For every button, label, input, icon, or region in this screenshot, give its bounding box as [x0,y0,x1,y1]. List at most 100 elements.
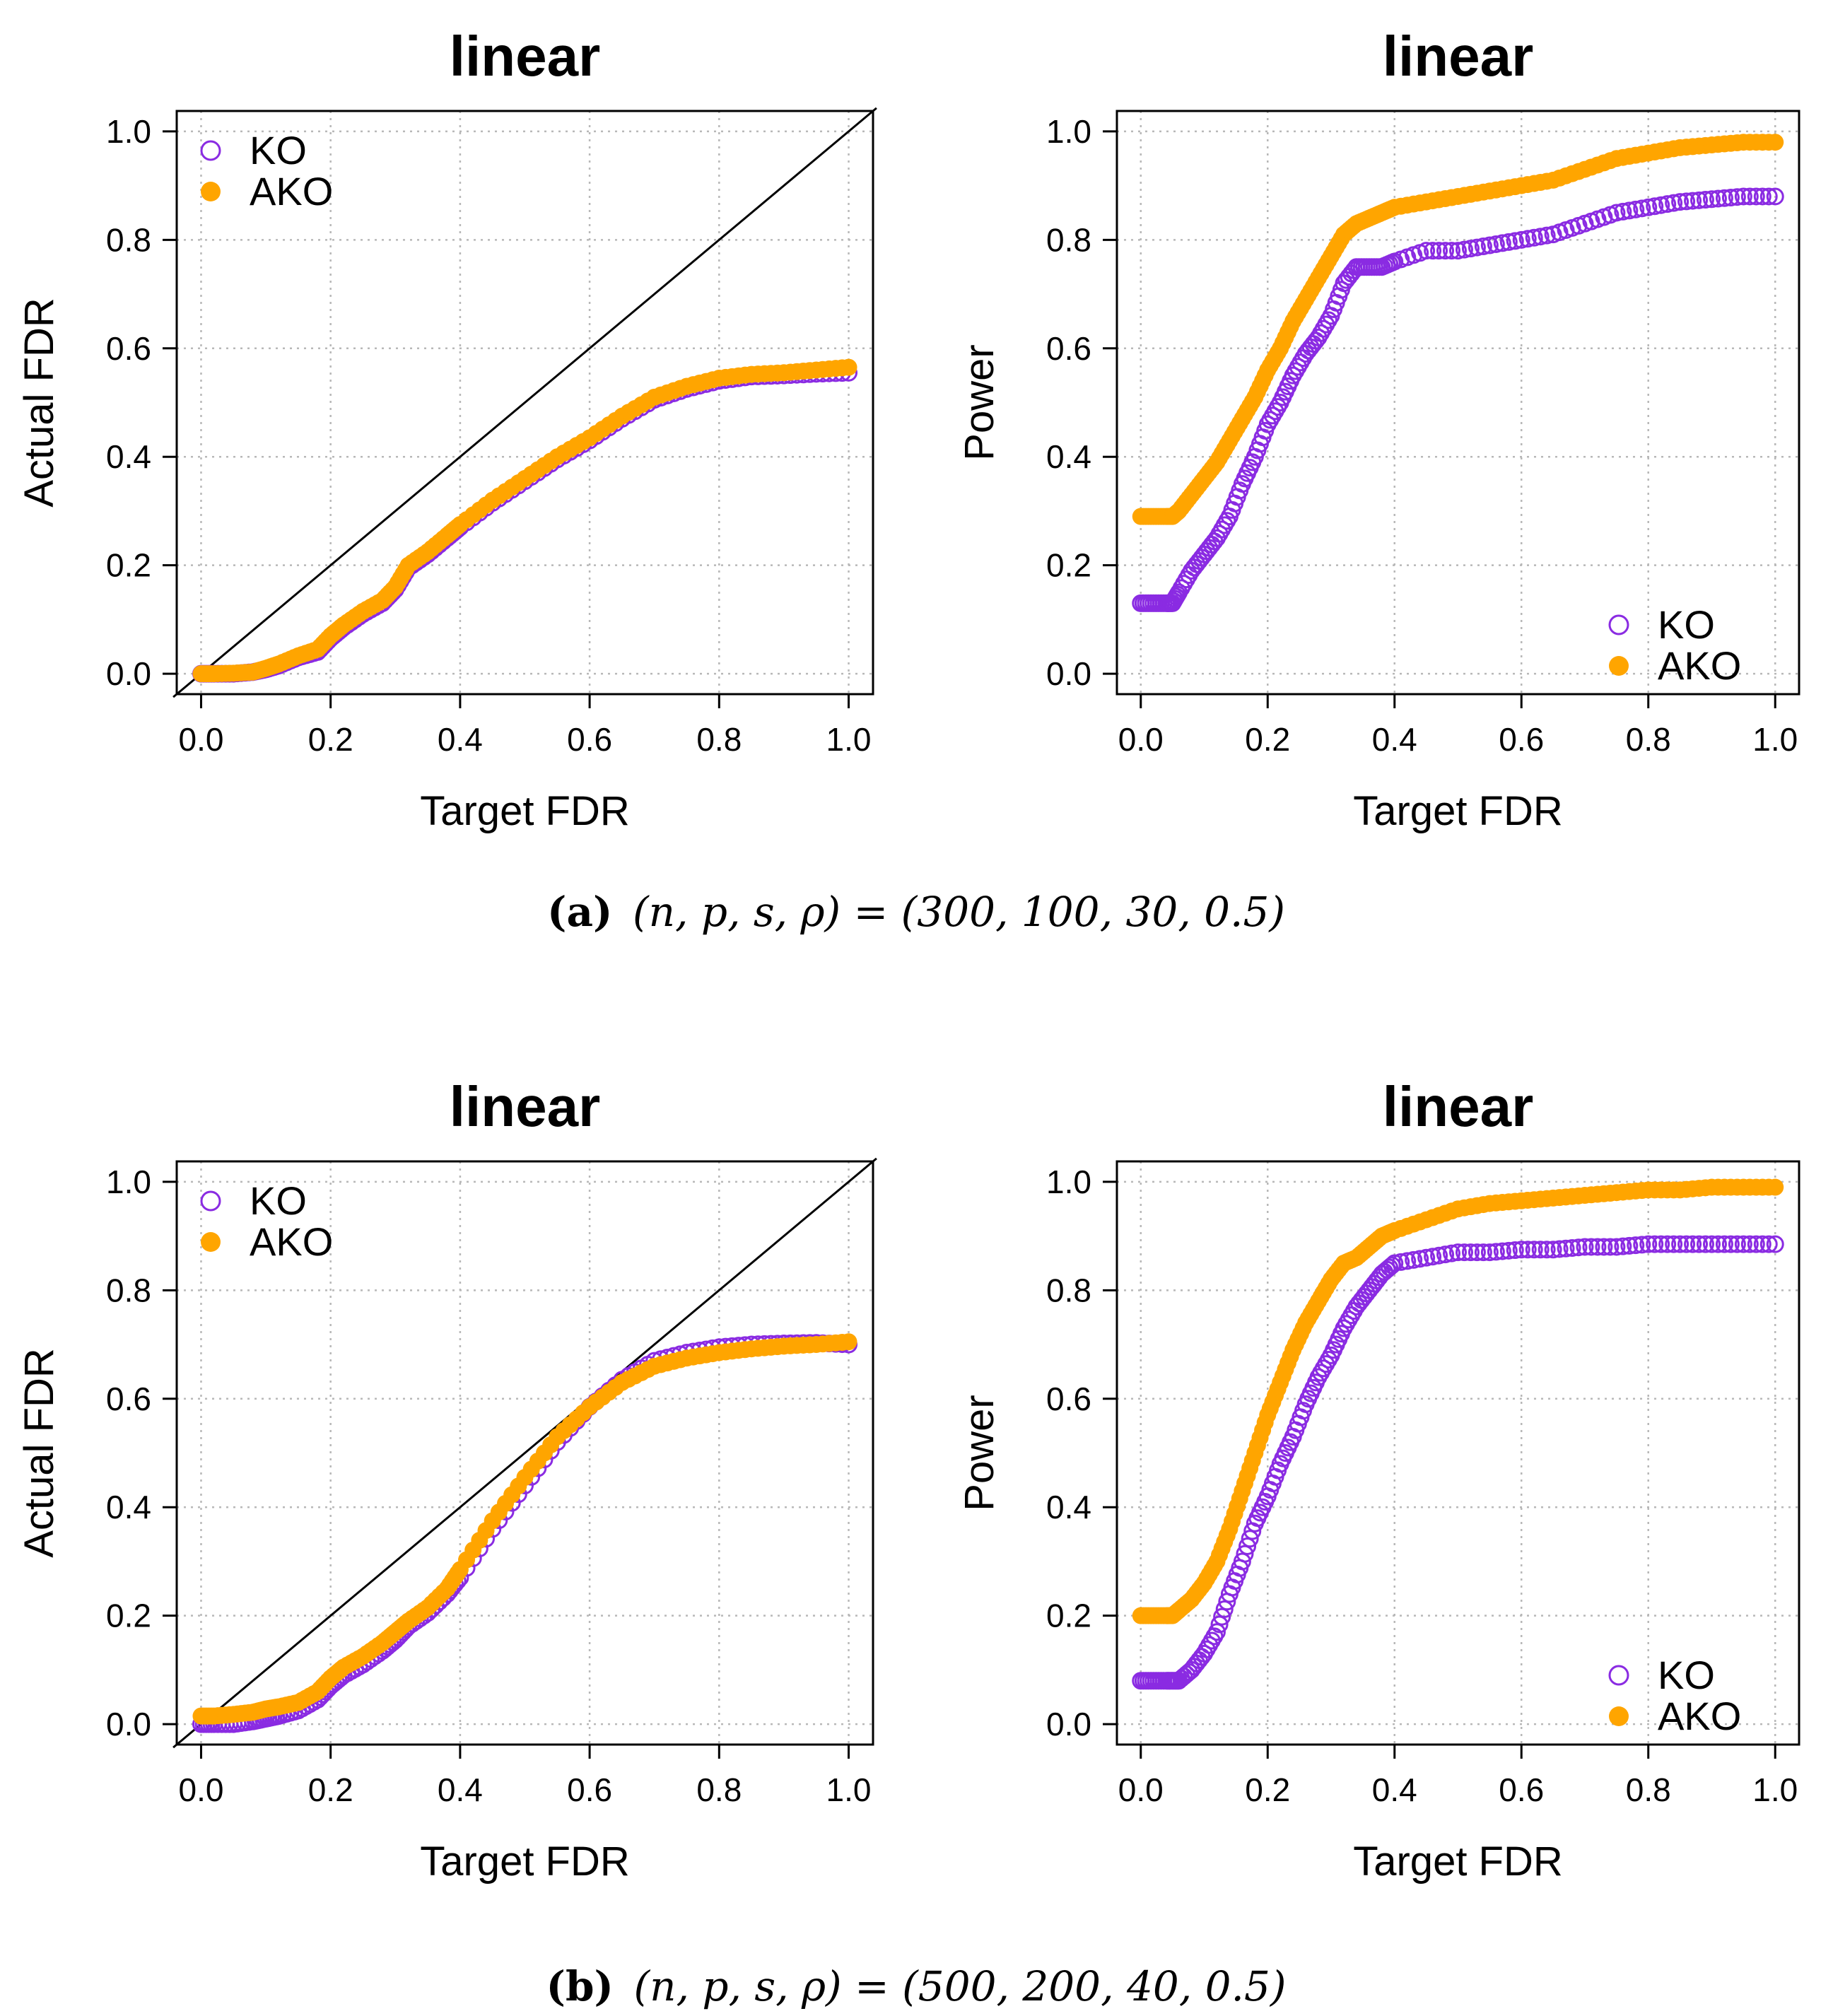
x-tick-label: 0.2 [1245,1771,1290,1808]
point-ko [1233,1552,1251,1571]
point-ko [1627,1236,1645,1255]
point-ko [1697,191,1715,209]
point-ko [1443,242,1461,260]
diagonal-line [172,107,877,698]
series-ko [192,1334,858,1733]
point-ko [1480,1243,1499,1262]
point-ko [1671,193,1689,211]
point-ko [1461,240,1480,258]
point-ko [1633,1236,1651,1254]
series-ko [1132,1235,1784,1690]
x-tick-label: 1.0 [1752,1771,1798,1808]
x-tick-label: 0.6 [1499,1771,1544,1808]
point-ko [1582,1238,1600,1256]
point-ko [1538,226,1556,245]
point-ko [1639,198,1658,216]
point-ko [1493,1242,1511,1260]
point-ko [1601,1238,1620,1256]
point-ko [1518,1241,1537,1259]
point-ko [1665,194,1683,212]
plot-frame [175,110,874,696]
y-tick-label: 0.6 [106,330,151,367]
chart-title: linear [450,25,600,88]
y-axis-label: Power [956,1395,1002,1511]
legend-marker-ako [1609,656,1629,676]
point-ko [1684,1235,1702,1253]
diagonal-line [172,1157,877,1749]
x-tick-label: 0.0 [178,1771,223,1808]
legend-marker-ko [200,1190,221,1212]
point-ako [1767,1178,1784,1196]
chart-b-fdr: 0.0 0.2 0.4 0.6 0.8 1.0 0.0 0.2 0.4 0.6 0.8 1.0 line… [16,1075,877,1885]
point-ko [1633,199,1651,218]
y-tick-label: 0.8 [1046,1272,1091,1308]
x-tick-label: 0.6 [1499,721,1544,758]
y-tick-label: 0.0 [1046,1706,1091,1742]
point-ko [1721,1235,1740,1253]
x-tick-label: 0.0 [1118,721,1164,758]
point-ko [1424,1248,1442,1266]
point-ko [1652,196,1670,214]
x-tick-label: 0.2 [308,721,353,758]
point-ko [1690,1235,1709,1253]
point-ko [1721,188,1740,206]
point-ko [1392,1253,1410,1271]
point-ko [1544,1241,1562,1259]
y-tick-label: 0.8 [106,1272,151,1308]
x-tick-label: 0.4 [1372,1771,1417,1808]
plot-frame [1115,110,1800,696]
point-ko [1241,1530,1259,1548]
y-tick-label: 0.2 [1046,547,1091,584]
x-tick-label: 0.2 [308,1771,353,1808]
series-ko [1132,187,1784,612]
point-ko [1652,1235,1670,1253]
point-ko [1728,188,1746,206]
point-ko [1449,1243,1467,1262]
caption-b-params: (n, p, s, ρ) = (500, 200, 40, 0.5) [633,1962,1286,2010]
x-tick-label: 0.6 [567,721,612,758]
y-tick-label: 1.0 [106,1164,151,1200]
point-ko [1607,1238,1626,1256]
point-ko [1557,1239,1575,1258]
point-ko [1576,1238,1594,1256]
x-tick-label: 0.6 [567,1771,612,1808]
x-tick-label: 0.8 [1626,1771,1671,1808]
point-ko [1715,1235,1733,1253]
x-tick-label: 0.0 [178,721,223,758]
legend-label: AKO [1658,643,1741,688]
point-ko [1207,1623,1226,1641]
x-axis-label: Target FDR [1353,788,1563,834]
point-ko [1671,1235,1689,1253]
point-ko [1538,1241,1556,1259]
legend-label: AKO [250,169,333,213]
y-tick-label: 0.6 [1046,1381,1091,1417]
point-ko [1620,201,1639,220]
y-tick-label: 0.4 [106,1489,151,1525]
x-axis-label: Target FDR [420,1839,630,1885]
point-ko [1734,187,1752,206]
point-ko [1684,192,1702,210]
point-ako [840,358,857,376]
y-tick-label: 1.0 [106,113,151,150]
point-ko [1417,242,1436,260]
point-ko [1417,1248,1436,1267]
legend-label: KO [250,128,307,172]
point-ko [1215,1600,1234,1618]
point-ko [1474,1243,1492,1262]
legend-marker-ko [1608,614,1629,635]
caption-a-params: (n, p, s, ρ) = (300, 100, 30, 0.5) [633,888,1285,936]
y-tick-label: 0.4 [106,438,151,475]
legend-label: KO [1658,602,1715,647]
point-ko [1766,187,1784,206]
point-ko [1753,187,1771,206]
point-ko [1595,1238,1613,1256]
point-ko [1728,1235,1746,1253]
y-tick-label: 0.2 [106,1598,151,1634]
point-ko [1436,242,1455,260]
legend-marker-ako [201,182,221,201]
point-ko [1747,187,1765,206]
series-ako [1132,134,1784,525]
point-ko [1236,1545,1254,1563]
